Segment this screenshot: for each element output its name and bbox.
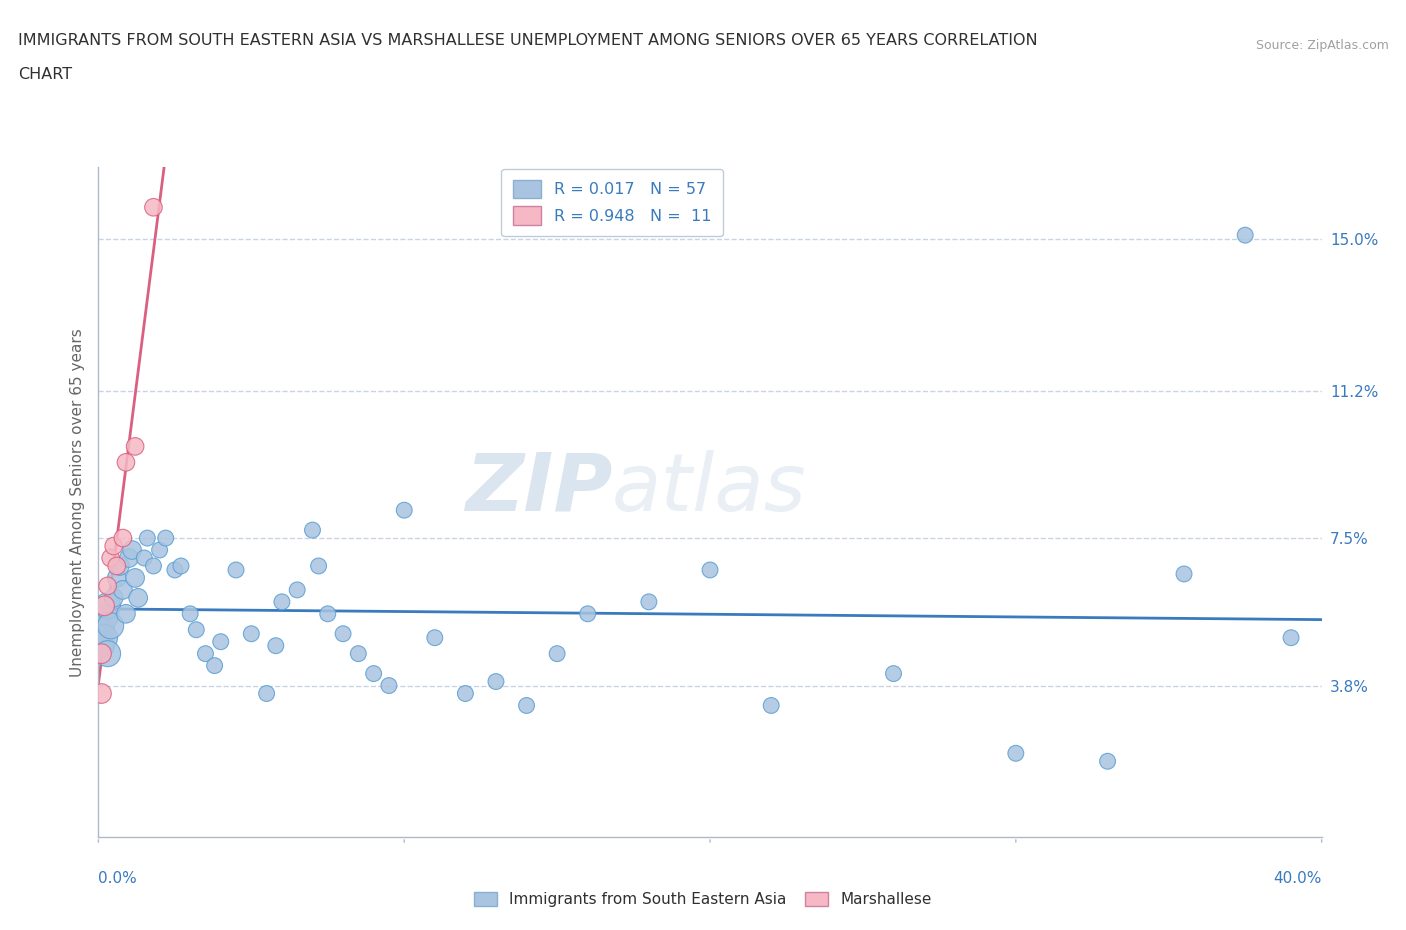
Point (93, 631, 115, 645)
Point (90, 646, 112, 661)
Point (142, 559, 165, 574)
Point (103, 538, 125, 553)
Point (270, 594, 292, 609)
Point (97, 578, 120, 593)
Point (576, 606, 599, 621)
Point (1279, 631, 1302, 645)
Point (97, 598, 120, 613)
Point (637, 594, 661, 609)
Point (163, 563, 186, 578)
Point (142, 200, 165, 215)
Point (1173, 566, 1195, 581)
Point (1097, 754, 1119, 769)
Point (105, 559, 128, 574)
Point (225, 563, 247, 578)
Point (209, 634, 232, 649)
Text: CHART: CHART (18, 67, 72, 82)
Text: 40.0%: 40.0% (1274, 871, 1322, 886)
Point (90, 686, 112, 701)
Legend: R = 0.017   N = 57, R = 0.948   N =  11: R = 0.017 N = 57, R = 0.948 N = 11 (502, 168, 723, 236)
Point (301, 523, 323, 538)
Point (392, 503, 416, 518)
Point (90, 638, 112, 653)
Text: atlas: atlas (612, 450, 807, 528)
Point (264, 638, 287, 653)
Point (546, 646, 568, 661)
Point (93, 598, 115, 613)
Text: 0.0%: 0.0% (98, 871, 138, 886)
Point (194, 646, 217, 661)
Point (454, 686, 477, 701)
Point (308, 559, 330, 574)
Point (332, 626, 354, 641)
Text: ZIP: ZIP (465, 450, 612, 528)
Point (103, 591, 125, 605)
Point (100, 618, 122, 633)
Point (1004, 746, 1026, 761)
Point (699, 563, 721, 578)
Point (883, 666, 905, 681)
Point (516, 698, 538, 713)
Y-axis label: Unemployment Among Seniors over 65 years: Unemployment Among Seniors over 65 years (69, 328, 84, 677)
Point (111, 582, 134, 597)
Text: IMMIGRANTS FROM SOUTH EASTERN ASIA VS MARSHALLESE UNEMPLOYMENT AMONG SENIORS OVE: IMMIGRANTS FROM SOUTH EASTERN ASIA VS MA… (18, 33, 1038, 47)
Point (108, 559, 131, 574)
Point (186, 622, 208, 637)
Point (179, 606, 201, 621)
Point (134, 551, 156, 565)
Point (204, 658, 226, 673)
Point (485, 674, 508, 689)
Point (256, 686, 278, 701)
Point (115, 606, 138, 621)
Point (97, 646, 120, 661)
Point (316, 606, 339, 621)
Point (115, 455, 138, 470)
Point (240, 626, 263, 641)
Point (378, 678, 401, 693)
Point (105, 570, 128, 585)
Point (124, 570, 146, 585)
Point (170, 559, 193, 574)
Point (363, 666, 385, 681)
Point (121, 542, 143, 557)
Point (118, 551, 141, 565)
Legend: Immigrants from South Eastern Asia, Marshallese: Immigrants from South Eastern Asia, Mars… (468, 885, 938, 913)
Point (100, 551, 122, 565)
Text: Source: ZipAtlas.com: Source: ZipAtlas.com (1256, 39, 1389, 52)
Point (111, 531, 134, 546)
Point (124, 439, 146, 454)
Point (759, 698, 782, 713)
Point (155, 531, 177, 546)
Point (347, 646, 370, 661)
Point (423, 631, 446, 645)
Point (285, 582, 308, 597)
Point (127, 591, 149, 605)
Point (1234, 228, 1257, 243)
Point (136, 531, 159, 546)
Point (90, 622, 112, 637)
Point (149, 542, 172, 557)
Point (93, 610, 115, 625)
